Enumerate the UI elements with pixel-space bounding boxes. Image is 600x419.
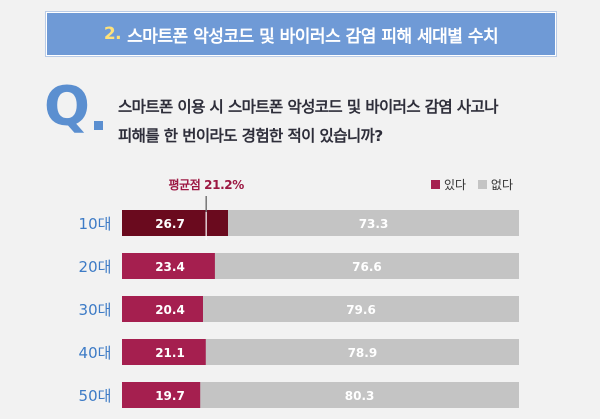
question-mark-letter: Q bbox=[44, 75, 90, 138]
bar-yes bbox=[122, 382, 201, 408]
legend-label-no: 없다 bbox=[490, 178, 514, 192]
value-label-yes: 26.7 bbox=[155, 217, 185, 231]
banner-title: 스마트폰 악성코드 및 바이러스 감염 피해 세대별 수치 bbox=[127, 26, 499, 47]
legend-item-no: 없다 bbox=[477, 176, 514, 193]
category-label: 20대 bbox=[79, 258, 112, 276]
category-label: 10대 bbox=[79, 215, 112, 233]
banner-number: 2. bbox=[103, 24, 122, 44]
question-line-2: 피해를 한 번이라도 경험한 적이 있습니까? bbox=[118, 127, 383, 145]
category-label: 30대 bbox=[79, 301, 112, 319]
value-label-yes: 21.1 bbox=[155, 346, 185, 360]
value-label-no: 78.9 bbox=[348, 346, 378, 360]
value-label-no: 80.3 bbox=[345, 389, 375, 403]
legend-label-yes: 있다 bbox=[444, 178, 467, 192]
value-label-yes: 20.4 bbox=[155, 303, 185, 317]
value-label-no: 79.6 bbox=[346, 303, 376, 317]
category-label: 40대 bbox=[79, 344, 112, 362]
legend-item-yes: 있다 bbox=[431, 176, 466, 193]
category-label: 50대 bbox=[79, 387, 112, 405]
legend-swatch-no bbox=[477, 180, 487, 189]
average-label: 평균점 21.2% bbox=[168, 178, 244, 192]
value-label-no: 76.6 bbox=[352, 260, 382, 274]
legend: 있다 없다 bbox=[431, 176, 521, 193]
bar-yes bbox=[122, 253, 215, 279]
question-dot bbox=[94, 121, 103, 130]
value-label-yes: 23.4 bbox=[155, 260, 185, 274]
legend-swatch-yes bbox=[431, 180, 440, 189]
bar-yes bbox=[122, 210, 228, 236]
value-label-no: 73.3 bbox=[359, 217, 389, 231]
bar-yes bbox=[122, 339, 206, 365]
value-label-yes: 19.7 bbox=[155, 389, 185, 403]
title-banner: 2. 스마트폰 악성코드 및 바이러스 감염 피해 세대별 수치 bbox=[46, 12, 556, 56]
question-line-1: 스마트폰 이용 시 스마트폰 악성코드 및 바이러스 감염 사고나 bbox=[118, 98, 498, 116]
bar-yes bbox=[122, 296, 203, 322]
